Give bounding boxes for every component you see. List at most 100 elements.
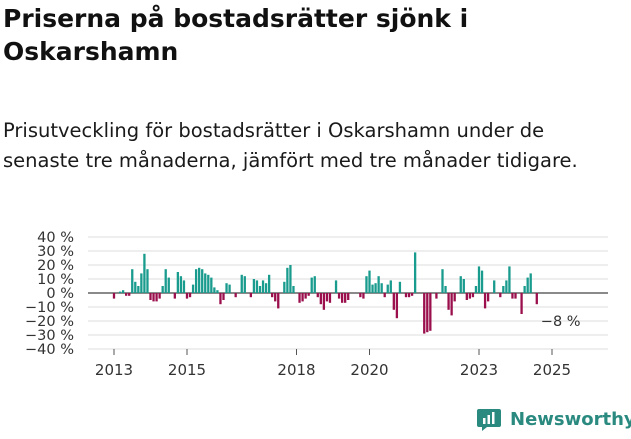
bar (228, 284, 231, 293)
bar (529, 273, 532, 293)
bar (167, 277, 170, 293)
bar (365, 276, 368, 293)
bar (410, 293, 414, 296)
bar (328, 293, 332, 303)
bar (261, 280, 265, 293)
bar (435, 293, 438, 299)
bar (307, 293, 310, 296)
bar (274, 293, 277, 302)
bar (493, 280, 496, 293)
bar (340, 293, 344, 303)
bar (158, 293, 161, 299)
bar (243, 276, 246, 293)
bar (118, 291, 122, 293)
bar (386, 284, 389, 293)
bar (392, 293, 395, 310)
bar (374, 283, 377, 293)
bar (283, 281, 286, 293)
x-tick-label: 2013 (95, 361, 133, 379)
bar (447, 293, 450, 310)
last-value-label: −8 % (541, 314, 581, 330)
bar (210, 277, 213, 293)
y-tick-label: 10 % (37, 272, 74, 288)
bar (511, 293, 514, 299)
bar (176, 272, 180, 293)
bar (502, 286, 505, 293)
y-tick-label: 40 % (37, 230, 74, 246)
bar (505, 280, 508, 293)
bar (173, 293, 176, 299)
bar (389, 280, 392, 293)
bar (322, 293, 326, 310)
bar (453, 293, 456, 302)
bar (371, 284, 374, 293)
bar (441, 269, 444, 293)
bar (216, 290, 219, 293)
bar (404, 293, 408, 298)
bar (523, 286, 526, 293)
bar (304, 293, 307, 299)
bar (316, 293, 319, 298)
bar (383, 293, 386, 298)
bar (413, 252, 417, 293)
bar (471, 293, 475, 298)
bar (179, 276, 183, 293)
bar (514, 293, 517, 299)
bar (377, 276, 380, 293)
bar (362, 293, 365, 299)
bar (313, 276, 316, 293)
bar (155, 293, 158, 302)
y-tick-label: −20 % (25, 314, 74, 330)
bar (289, 265, 292, 293)
bar (137, 286, 140, 293)
bar (146, 269, 149, 293)
bar (240, 274, 243, 293)
y-tick-label: −10 % (25, 300, 74, 316)
bar (407, 293, 411, 298)
bar (483, 293, 487, 309)
bar (286, 267, 289, 293)
bar (450, 293, 453, 316)
bar (149, 293, 152, 300)
bar (337, 293, 341, 299)
bar (252, 279, 256, 293)
bar (325, 293, 329, 302)
bar (125, 293, 128, 296)
bar (258, 286, 262, 293)
y-tick-label: 30 % (37, 244, 74, 260)
bar (249, 293, 253, 298)
brand-name: Newsworthy (510, 408, 631, 430)
bar (301, 293, 304, 302)
bar (292, 286, 295, 293)
bar (535, 293, 538, 305)
x-tick-label: 2025 (533, 361, 571, 379)
bar (213, 287, 216, 293)
bar (271, 293, 274, 298)
bar (395, 293, 399, 319)
bar (222, 293, 225, 300)
bar (225, 283, 228, 293)
bar (112, 293, 116, 299)
bar (198, 267, 201, 293)
bar (161, 286, 164, 293)
bar (207, 274, 210, 293)
bar (134, 281, 137, 293)
bar (426, 293, 429, 333)
chart-title: Priserna på bostadsrätter sjönk i Oskars… (3, 4, 469, 66)
x-tick-label: 2015 (168, 361, 206, 379)
y-axis: 40 %30 %20 %10 %0 %−10 %−20 %−30 %−40 % (25, 230, 74, 358)
bar (131, 269, 134, 293)
newsworthy-logo: Newsworthy (476, 407, 631, 431)
bar (344, 293, 347, 303)
bar (468, 293, 472, 299)
bar (319, 293, 322, 305)
bar (185, 293, 189, 299)
bar (255, 280, 259, 293)
bar (191, 284, 195, 293)
bar (429, 293, 432, 331)
bar (459, 276, 462, 293)
bar (298, 293, 301, 303)
bar (465, 293, 468, 300)
bar (499, 293, 502, 298)
chart-subtitle: Prisutveckling för bostadsrätter i Oskar… (3, 119, 578, 172)
